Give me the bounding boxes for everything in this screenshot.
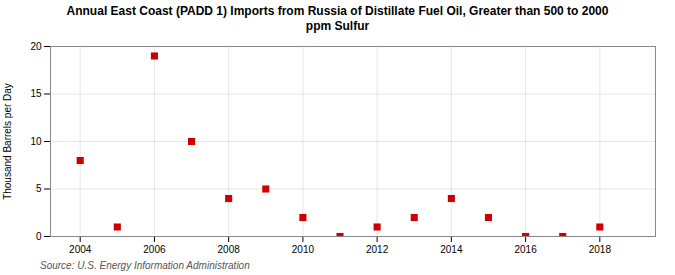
svg-text:20: 20: [30, 41, 42, 52]
svg-text:2010: 2010: [292, 244, 315, 255]
svg-text:2004: 2004: [69, 244, 92, 255]
svg-text:2014: 2014: [440, 244, 463, 255]
svg-text:10: 10: [30, 136, 42, 147]
svg-text:0: 0: [36, 231, 42, 242]
svg-text:2018: 2018: [589, 244, 612, 255]
svg-text:2006: 2006: [143, 244, 166, 255]
svg-text:5: 5: [36, 183, 42, 194]
html-text:Annual East Coast (PADD 1) Imp: Annual East Coast (PADD 1) Imports from …: [66, 4, 609, 33]
svg-text:2016: 2016: [514, 244, 537, 255]
svg-text:2012: 2012: [366, 244, 389, 255]
svg-text:2008: 2008: [218, 244, 241, 255]
html-text:Source: U.S. Energy Informatio: Source: U.S. Energy Information Administ…: [40, 260, 250, 271]
svg-text:Thousand Barrels per Day: Thousand Barrels per Day: [2, 83, 13, 200]
svg-text:15: 15: [30, 88, 42, 99]
